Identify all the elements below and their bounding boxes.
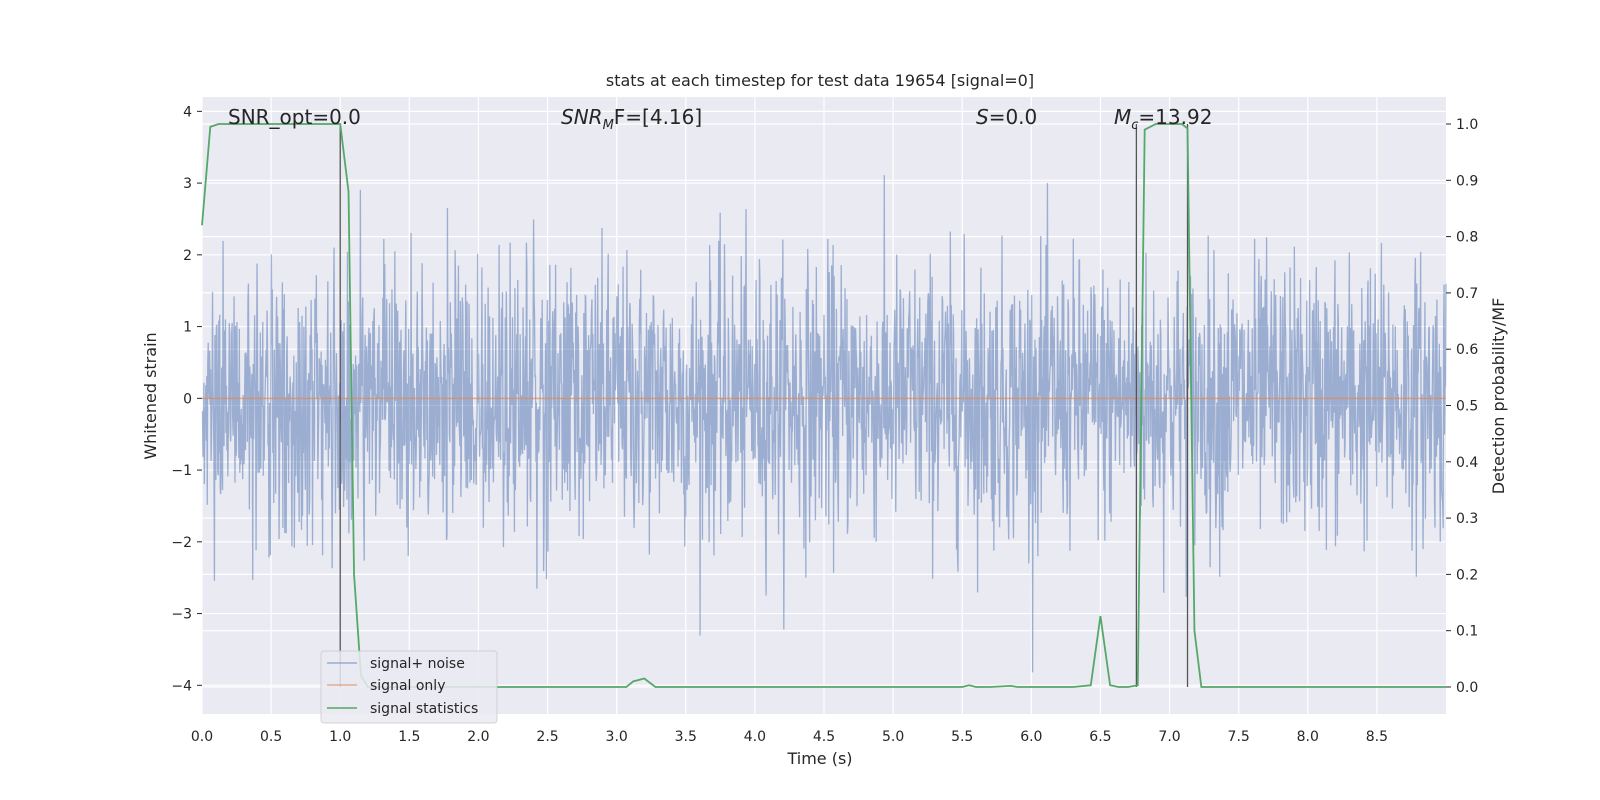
y2-tick-label: 0.3 xyxy=(1456,511,1478,527)
y-tick-label: 1 xyxy=(183,320,192,336)
y2-tick-label: 0.8 xyxy=(1456,230,1478,246)
y2-tick-label: 0.7 xyxy=(1456,286,1478,302)
x-tick-label: 5.0 xyxy=(882,729,904,745)
x-tick-label: 7.0 xyxy=(1158,729,1180,745)
x-tick-label: 4.5 xyxy=(813,729,835,745)
y2-tick-label: 0.1 xyxy=(1456,624,1478,640)
signal-statistics-line xyxy=(201,123,1446,688)
legend-label-statistics: signal statistics xyxy=(370,701,478,717)
signal-statistics-series xyxy=(201,123,1446,688)
y-tick-label: −3 xyxy=(171,607,192,623)
y2-tick-label: 0.9 xyxy=(1456,173,1478,189)
y2-tick-label: 0.5 xyxy=(1456,399,1478,415)
legend-label-signal: signal only xyxy=(370,678,445,694)
legend-box xyxy=(320,650,498,724)
x-tick-label: 3.0 xyxy=(606,729,628,745)
x-tick-label: 2.0 xyxy=(467,729,489,745)
y2-tick-label: 1.0 xyxy=(1456,117,1478,133)
x-tick-label: 0.5 xyxy=(260,729,282,745)
y-tick-label: 2 xyxy=(183,248,192,264)
signal-noise-series xyxy=(201,175,1447,673)
x-tick-label: 1.0 xyxy=(329,729,351,745)
x-tick-label: 7.5 xyxy=(1228,729,1250,745)
x-tick-label: 3.5 xyxy=(675,729,697,745)
y2-axis-label: Detection probability/MF xyxy=(1489,298,1508,495)
y2-tick-label: 0.6 xyxy=(1456,342,1478,358)
annotation-snr-mf: SNRMF=[4.16] xyxy=(561,105,702,133)
signal-noise-line xyxy=(201,175,1447,673)
y-tick-label: −2 xyxy=(171,535,192,551)
x-tick-label: 1.5 xyxy=(398,729,420,745)
x-tick-label: 8.5 xyxy=(1366,729,1388,745)
y2-tick-label: 0.2 xyxy=(1456,567,1478,583)
x-tick-label: 2.5 xyxy=(536,729,558,745)
annotation-mc: Mc=13.92 xyxy=(1114,105,1212,133)
x-tick-label: 6.5 xyxy=(1089,729,1111,745)
annotation-s: S=0.0 xyxy=(976,105,1037,129)
y-tick-label: 3 xyxy=(183,176,192,192)
ticks: 0.0 0.5 1.0 1.5 2.0 2.5 3.0 3.5 4.0 4.5 5.0 5.5 6.0 6… xyxy=(171,104,1478,745)
x-tick-label: 6.0 xyxy=(1020,729,1042,745)
y-tick-label: 4 xyxy=(183,104,192,120)
x-tick-label: 4.0 xyxy=(744,729,766,745)
chart-title: stats at each timestep for test data 196… xyxy=(606,71,1034,90)
annotation-snr-opt: SNR_opt=0.0 xyxy=(228,105,361,129)
x-tick-label: 0.0 xyxy=(191,729,213,745)
y-axis-label: Whitened strain xyxy=(141,332,160,459)
y2-tick-label: 0.4 xyxy=(1456,455,1478,471)
x-axis-label: Time (s) xyxy=(786,749,852,768)
legend-label-noise: signal+ noise xyxy=(370,656,465,672)
y-tick-label: 0 xyxy=(183,391,192,407)
x-tick-label: 8.0 xyxy=(1297,729,1319,745)
x-tick-label: 5.5 xyxy=(951,729,973,745)
vertical-markers xyxy=(339,124,1189,687)
y-tick-label: −4 xyxy=(171,678,192,694)
y-tick-label: −1 xyxy=(171,463,192,479)
y2-tick-label: 0.0 xyxy=(1456,680,1478,696)
legend: signal+ noise signal only signal statist… xyxy=(320,650,498,724)
